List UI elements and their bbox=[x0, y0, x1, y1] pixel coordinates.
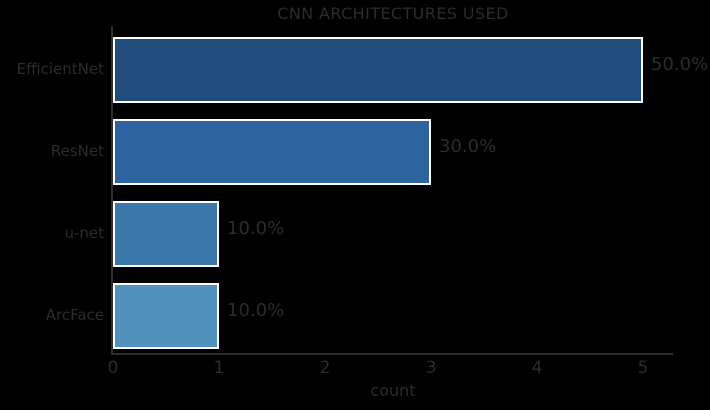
plot-area bbox=[113, 26, 673, 354]
x-tick-label: 2 bbox=[319, 358, 331, 378]
x-tick-label: 1 bbox=[213, 358, 225, 378]
category-label: ResNet bbox=[50, 142, 104, 160]
bar-u-net bbox=[113, 201, 219, 267]
y-axis-spine bbox=[111, 26, 113, 355]
value-label: 30.0% bbox=[439, 136, 497, 157]
value-label: 10.0% bbox=[227, 300, 285, 321]
chart-title: CNN ARCHITECTURES USED bbox=[277, 4, 509, 23]
x-tick-label: 5 bbox=[637, 358, 649, 378]
bar-arcface bbox=[113, 283, 219, 349]
bar-efficientnet bbox=[113, 37, 643, 103]
x-axis-title: count bbox=[370, 381, 416, 400]
category-label: u-net bbox=[64, 224, 104, 242]
x-tick-label: 3 bbox=[425, 358, 437, 378]
category-label: EfficientNet bbox=[16, 60, 104, 78]
x-tick-label: 4 bbox=[531, 358, 543, 378]
x-axis-spine bbox=[111, 353, 673, 355]
value-label: 10.0% bbox=[227, 218, 285, 239]
bar-resnet bbox=[113, 119, 431, 185]
category-label: ArcFace bbox=[45, 306, 104, 324]
x-tick-label: 0 bbox=[107, 358, 119, 378]
value-label: 50.0% bbox=[651, 54, 709, 75]
